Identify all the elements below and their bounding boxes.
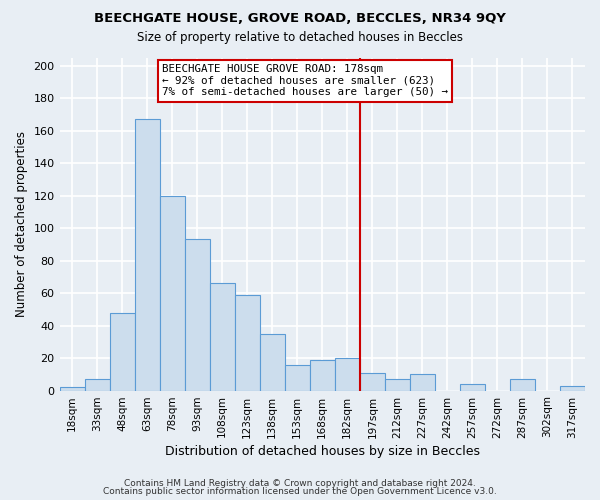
Bar	[110, 312, 134, 390]
Bar	[59, 388, 85, 390]
Bar	[410, 374, 435, 390]
Bar	[360, 372, 385, 390]
Bar	[160, 196, 185, 390]
Bar	[85, 379, 110, 390]
Bar	[185, 240, 209, 390]
Bar	[285, 364, 310, 390]
Bar	[209, 284, 235, 391]
Bar	[260, 334, 285, 390]
Text: Size of property relative to detached houses in Beccles: Size of property relative to detached ho…	[137, 31, 463, 44]
Bar	[460, 384, 485, 390]
X-axis label: Distribution of detached houses by size in Beccles: Distribution of detached houses by size …	[165, 444, 480, 458]
Bar	[235, 294, 260, 390]
Text: Contains public sector information licensed under the Open Government Licence v3: Contains public sector information licen…	[103, 487, 497, 496]
Bar	[335, 358, 360, 390]
Y-axis label: Number of detached properties: Number of detached properties	[15, 131, 28, 317]
Bar	[510, 379, 535, 390]
Bar	[310, 360, 335, 390]
Text: BEECHGATE HOUSE GROVE ROAD: 178sqm
← 92% of detached houses are smaller (623)
7%: BEECHGATE HOUSE GROVE ROAD: 178sqm ← 92%…	[162, 64, 448, 97]
Text: Contains HM Land Registry data © Crown copyright and database right 2024.: Contains HM Land Registry data © Crown c…	[124, 478, 476, 488]
Bar	[134, 119, 160, 390]
Bar	[385, 379, 410, 390]
Bar	[560, 386, 585, 390]
Text: BEECHGATE HOUSE, GROVE ROAD, BECCLES, NR34 9QY: BEECHGATE HOUSE, GROVE ROAD, BECCLES, NR…	[94, 12, 506, 26]
